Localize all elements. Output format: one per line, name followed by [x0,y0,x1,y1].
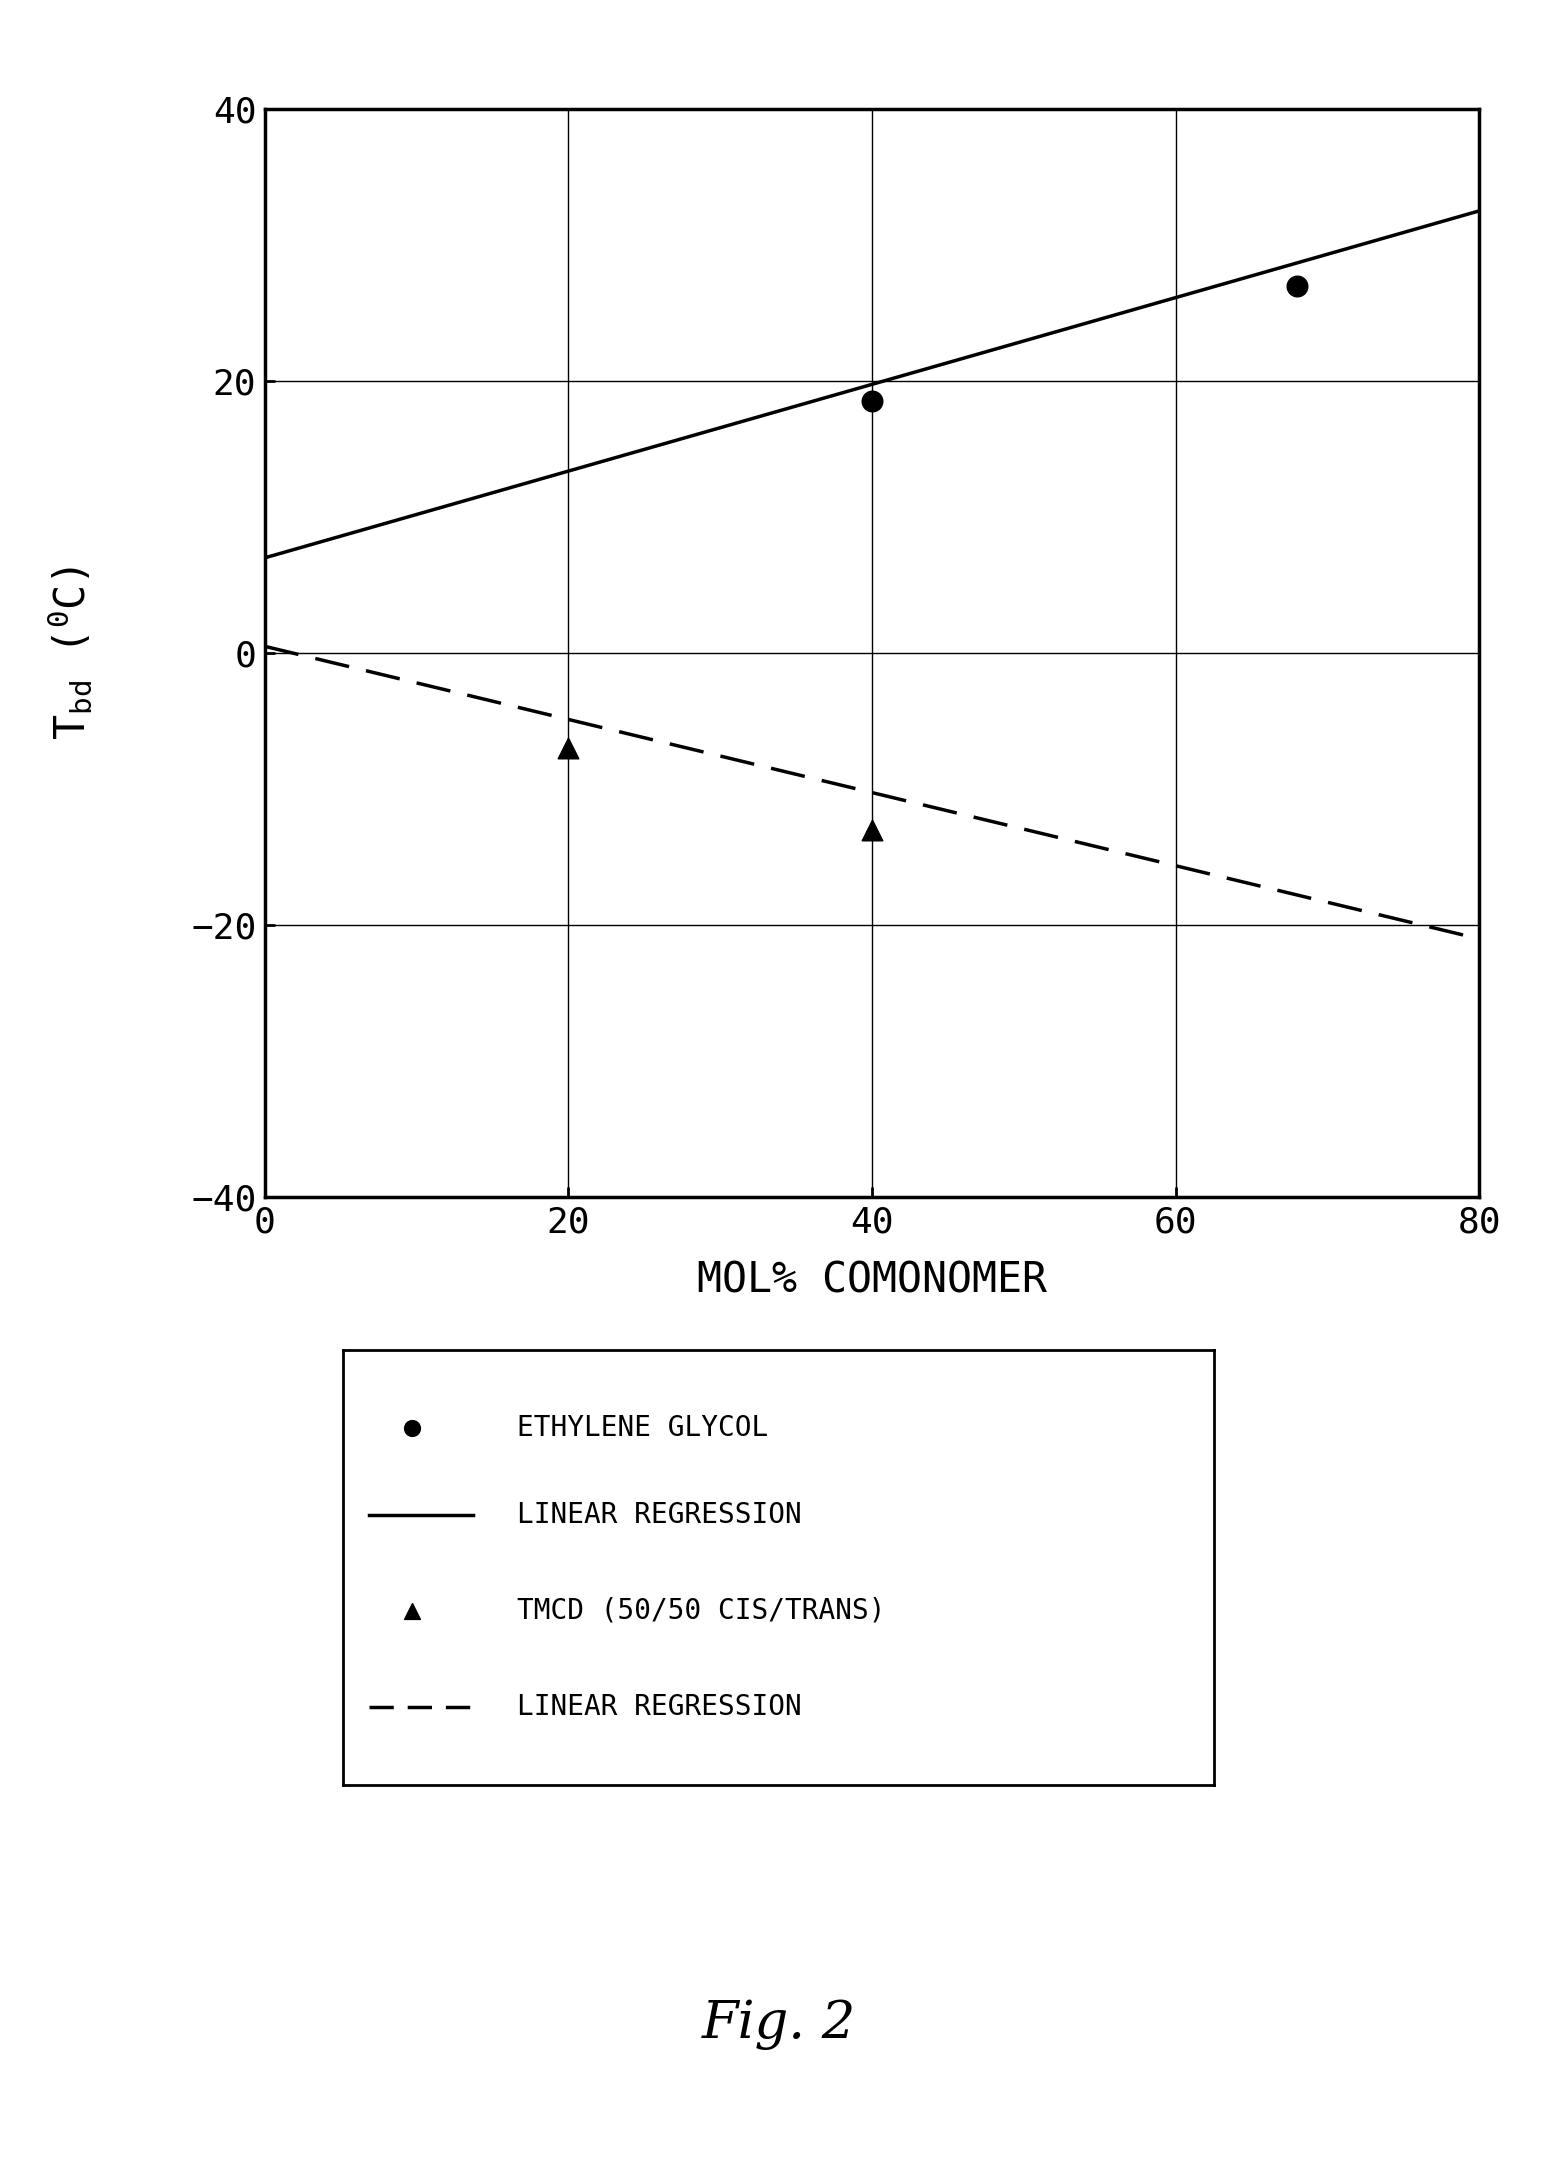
Text: LINEAR REGRESSION: LINEAR REGRESSION [517,1502,802,1528]
Text: ETHYLENE GLYCOL: ETHYLENE GLYCOL [517,1415,768,1441]
Text: TMCD (50/50 CIS/TRANS): TMCD (50/50 CIS/TRANS) [517,1598,886,1624]
Point [859,812,884,847]
Point [1285,268,1309,303]
X-axis label: MOL% COMONOMER: MOL% COMONOMER [698,1258,1046,1302]
Text: $\mathregular{T_{bd}}$ ($\mathregular{^0}$C): $\mathregular{T_{bd}}$ ($\mathregular{^0… [45,566,95,740]
Point [556,731,581,766]
Text: Fig. 2: Fig. 2 [701,1998,856,2051]
Point [859,383,884,418]
Text: LINEAR REGRESSION: LINEAR REGRESSION [517,1694,802,1720]
